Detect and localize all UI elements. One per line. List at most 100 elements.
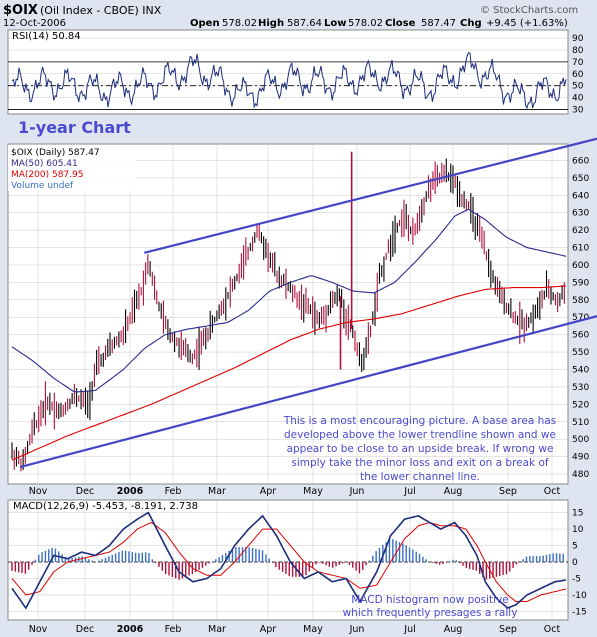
x-tick-label: Nov (29, 624, 48, 635)
macd-annotation-line-1: MACD histogram now positive (351, 594, 509, 606)
rsi-tick-label: 40 (572, 94, 584, 104)
high-value: 587.64 (287, 18, 322, 29)
x-tick-label: Feb (165, 486, 182, 497)
x-tick-label: Oct (544, 486, 561, 497)
date-label: 12-Oct-2006 (3, 18, 66, 29)
upper-channel-line (143, 137, 597, 254)
chg-label: Chg (460, 18, 482, 29)
macd-line (11, 511, 567, 610)
x-tick-label: Aug (444, 624, 463, 635)
annotation-line-1: This is a most encouraging picture. A ba… (283, 415, 556, 427)
rsi-panel (7, 29, 569, 115)
annotation-line-4: simply take the minor loss and exit on a… (291, 457, 549, 469)
annotation-line-3: appear to be close to an upside break. I… (287, 443, 554, 455)
rsi-line (11, 51, 567, 110)
price-tick-label: 530 (572, 383, 589, 393)
annotation-main: This is a most encouraging picture. A ba… (283, 415, 556, 483)
rsi-tick-label: 80 (572, 46, 584, 56)
price-legend: $OIX (Daily) 587.47 MA(50) 605.41 MA(200… (8, 145, 136, 191)
annotation-line-2: developed above the lower trendline show… (284, 429, 556, 441)
x-tick-label: 2006 (117, 624, 144, 635)
macd-layer: -15 -10 -5 0 5 10 15 (8, 501, 587, 619)
legend-volume: Volume undef (11, 181, 74, 191)
x-axis-labels: Nov Nov Dec Dec 2006 2006 Feb Feb Mar Mar Apr Apr Ma… (29, 486, 561, 635)
legend-ma200: MA(200) 587.95 (11, 170, 83, 180)
macd-panel (7, 499, 569, 621)
macd-tick-label: -10 (572, 591, 587, 601)
macd-tick-label: 0 (572, 558, 578, 568)
x-tick-label: May (303, 624, 323, 635)
legend-ma50: MA(50) 605.41 (11, 159, 78, 169)
legend-background (8, 145, 136, 191)
x-tick-label: Mar (208, 486, 226, 497)
index-name: (Oil Index - CBOE) INX (40, 4, 162, 17)
ohlc-readout: Open 578.02 High 587.64 Low 578.02 Close… (190, 18, 568, 29)
rsi-tick-label: 50 (572, 82, 584, 92)
x-tick-label: Jun (349, 624, 365, 635)
macd-tick-label: 5 (572, 542, 578, 552)
close-label: Close (385, 18, 416, 29)
price-tick-label: 520 (572, 400, 589, 410)
x-tick-label: Dec (76, 624, 94, 635)
price-tick-label: 480 (572, 470, 589, 480)
legend-price: $OIX (Daily) 587.47 (11, 148, 100, 158)
price-tick-label: 570 (572, 313, 589, 323)
macd-tick-label: -15 (572, 607, 587, 617)
source-label: © StockCharts.com (480, 5, 578, 16)
macd-signal-line (11, 521, 567, 602)
ma200-line (11, 285, 567, 461)
high-label: High (258, 18, 284, 29)
x-tick-label: May (303, 486, 323, 497)
macd-tick-label: 15 (572, 509, 583, 519)
low-label: Low (324, 18, 346, 29)
price-tick-label: 490 (572, 453, 589, 463)
price-tick-label: 550 (572, 348, 589, 358)
macd-tick-label: 10 (572, 525, 584, 535)
rsi-tick-label: 90 (572, 34, 584, 44)
chart-period-label: 1-year Chart (18, 118, 131, 137)
price-tick-label: 650 (572, 174, 589, 184)
x-tick-label: Apr (260, 486, 277, 497)
price-panel (7, 143, 569, 485)
annotation-macd: MACD histogram now positive which freque… (343, 594, 518, 619)
x-tick-label: Apr (260, 624, 277, 635)
annotation-line-5: the lower channel line. (360, 471, 480, 483)
price-tick-label: 620 (572, 226, 589, 236)
price-tick-label: 560 (572, 331, 589, 341)
price-tick-label: 630 (572, 209, 589, 219)
x-tick-label: Jul (403, 624, 415, 635)
price-tick-label: 500 (572, 435, 589, 445)
x-tick-label: Jul (403, 486, 415, 497)
x-tick-label: Mar (208, 624, 226, 635)
open-value: 578.02 (222, 18, 257, 29)
price-tick-label: 580 (572, 296, 589, 306)
price-tick-label: 600 (572, 261, 589, 271)
price-layer: 480 490 500 510 520 530 540 550 560 570 580 590 600 6… (8, 137, 597, 483)
price-tick-label: 540 (572, 366, 589, 376)
price-tick-label: 640 (572, 191, 589, 201)
low-value: 578.02 (348, 18, 383, 29)
macd-tick-label: -5 (572, 574, 581, 584)
rsi-tick-label: 70 (572, 58, 584, 68)
x-tick-label: Sep (499, 624, 517, 635)
open-label: Open (190, 18, 220, 29)
x-tick-label: Nov (29, 486, 48, 497)
rsi-title: RSI(14) 50.84 (12, 31, 81, 42)
macd-title: MACD(12,26,9) -5.453, -8.191, 2.738 (13, 501, 198, 512)
x-tick-label: Jun (349, 486, 365, 497)
price-tick-label: 510 (572, 418, 589, 428)
price-tick-label: 610 (572, 244, 589, 254)
x-tick-label: Feb (165, 624, 182, 635)
x-tick-label: Sep (499, 486, 517, 497)
price-tick-label: 590 (572, 278, 589, 288)
symbol-label: $OIX (3, 3, 38, 18)
lower-channel-line (19, 315, 597, 469)
rsi-tick-label: 30 (572, 105, 584, 115)
chg-value: +9.45 (+1.63%) (486, 18, 568, 29)
rsi-tick-label: 60 (572, 70, 584, 80)
x-tick-label: Oct (544, 624, 561, 635)
x-tick-label: 2006 (117, 486, 144, 497)
close-value: 587.47 (421, 18, 456, 29)
